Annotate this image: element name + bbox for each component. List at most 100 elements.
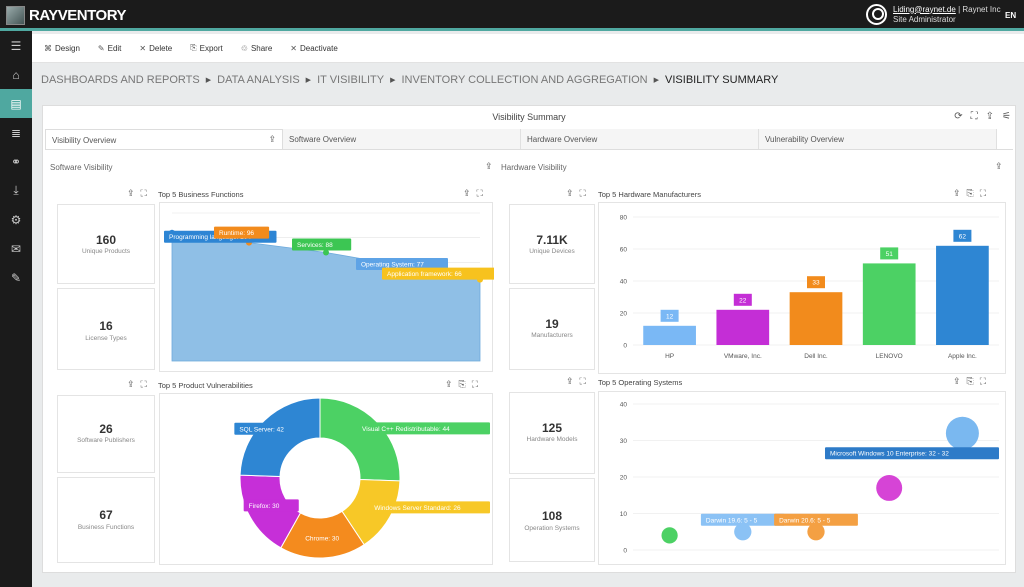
bubble-data-label: Darwin 20.6: 5 - 5 — [779, 517, 831, 524]
dashboard-icon[interactable]: ▤ — [0, 89, 32, 118]
kpi-manufacturers[interactable]: 19 Manufacturers — [509, 288, 595, 370]
expand-icon[interactable]: ⛶ — [476, 188, 483, 198]
area-data-label-bg — [214, 226, 270, 239]
visibility-summary-panel: Visibility Summary ⟳ ⛶ ⇪ ⚟ Visibility Ov… — [42, 105, 1016, 573]
copy-icon[interactable]: ⎘ — [966, 188, 974, 198]
area-data-label: Application framework: 66 — [387, 271, 462, 278]
area-data-label: Runtime: 96 — [219, 230, 254, 237]
bar-data-label: 22 — [739, 297, 747, 304]
share-icon[interactable]: ⇪ — [953, 188, 961, 198]
hardware-visibility-label: Hardware Visibility — [501, 163, 567, 172]
kpi-unique-devices[interactable]: 7.11K Unique Devices — [509, 204, 595, 284]
share-icon[interactable]: ⇪ — [566, 376, 574, 386]
bar-data-label-bg — [807, 276, 825, 289]
user-settings-icon[interactable]: ⚙ — [10, 212, 22, 227]
file-edit-icon[interactable]: ✎ — [10, 270, 22, 285]
share-icon[interactable]: ⇪ — [995, 161, 1003, 171]
donut-data-label-bg — [300, 531, 352, 544]
share-icon[interactable]: ⇪ — [268, 134, 276, 144]
share-icon[interactable]: ⇪ — [566, 188, 574, 198]
expand-icon[interactable]: ⛶ — [979, 188, 987, 198]
deactivate-button[interactable]: ✕ Deactivate — [290, 43, 338, 53]
design-button[interactable]: ⌘ Design — [44, 43, 80, 53]
export-icon[interactable]: ⇪ — [985, 111, 995, 122]
share-icon[interactable]: ⇪ — [127, 188, 135, 198]
bubble-data-label-bg — [774, 513, 858, 526]
top-bar: RAYVENTORY Liding@raynet.de | Raynet Inc… — [0, 0, 1024, 31]
breadcrumb-dashboards[interactable]: DASHBOARDS AND REPORTS — [41, 74, 200, 86]
fullscreen-icon[interactable]: ⛶ — [970, 111, 978, 122]
donut-data-label: Firefox: 30 — [249, 503, 280, 510]
expand-icon[interactable]: ⛶ — [579, 188, 586, 198]
kpi-business-functions[interactable]: 67 Business Functions — [57, 477, 155, 563]
home-icon[interactable]: ⌂ — [12, 67, 20, 82]
filter-icon[interactable]: ⚟ — [1002, 111, 1011, 122]
app-logo[interactable]: RAYVENTORY — [6, 6, 126, 25]
share-button[interactable]: ♲ Share — [240, 43, 273, 53]
kpi-license-types[interactable]: 16 License Types — [57, 288, 155, 370]
share-icon[interactable]: ⇪ — [485, 161, 493, 171]
breadcrumb-inventory[interactable]: INVENTORY COLLECTION AND AGGREGATION — [401, 74, 648, 86]
bubble — [661, 527, 678, 544]
x-tick-label: HP — [665, 353, 674, 360]
expand-icon[interactable]: ⛶ — [579, 376, 586, 386]
top-accent-line — [0, 28, 1024, 31]
expand-icon[interactable]: ⛶ — [979, 376, 987, 386]
export-button[interactable]: ⎘ Export — [190, 43, 223, 53]
donut-data-label-bg — [369, 501, 490, 514]
delete-icon: ✕ — [139, 43, 147, 53]
kpi-hardware-models[interactable]: 125 Hardware Models — [509, 392, 595, 474]
breadcrumb-it-visibility[interactable]: IT VISIBILITY — [317, 74, 385, 86]
link-icon[interactable]: ⚭ — [10, 154, 22, 169]
kpi-software-publishers[interactable]: 26 Software Publishers — [57, 395, 155, 473]
share-icon[interactable]: ⇪ — [127, 379, 135, 389]
kpi-unique-products[interactable]: 160 Unique Products — [57, 204, 155, 284]
donut-data-label-bg — [243, 499, 299, 512]
share-icon[interactable]: ⇪ — [463, 188, 471, 198]
mail-icon[interactable]: ✉ — [10, 241, 22, 256]
user-menu[interactable]: Liding@raynet.de | Raynet Inc Site Admin… — [866, 4, 1001, 25]
bubble-data-label-bg — [700, 513, 785, 526]
expand-icon[interactable]: ⛶ — [140, 379, 147, 389]
kpi-operation-systems[interactable]: 108 Operation Systems — [509, 478, 595, 562]
tab-software-overview[interactable]: Software Overview — [283, 129, 521, 149]
bar-data-label: 62 — [959, 233, 967, 240]
delete-button[interactable]: ✕ Delete — [139, 43, 173, 53]
bar-data-label: 51 — [886, 251, 894, 258]
refresh-icon[interactable]: ⟳ — [954, 111, 963, 122]
copy-icon[interactable]: ⎘ — [966, 376, 974, 386]
bar-data-label: 12 — [666, 313, 674, 320]
bar-data-label-bg — [733, 293, 752, 306]
expand-icon[interactable]: ⛶ — [140, 188, 147, 198]
y-tick-label: 60 — [620, 247, 628, 254]
area-data-label: Operating System: 77 — [361, 262, 424, 269]
list-icon[interactable]: ≣ — [10, 125, 22, 140]
download-icon[interactable]: ⤓ — [13, 183, 19, 197]
edit-button[interactable]: ✎ Edit — [97, 43, 122, 53]
language-switch[interactable]: EN — [1005, 11, 1017, 20]
breadcrumb-data-analysis[interactable]: DATA ANALYSIS — [217, 74, 300, 86]
left-rail: ☰ ⌂ ▤ ≣ ⚭ ⤓ ⚙ ✉ ✎ — [0, 31, 32, 587]
user-avatar-icon — [866, 4, 887, 25]
hardware-manufacturers-title: Top 5 Hardware Manufacturers — [598, 190, 701, 199]
area-data-label-bg — [356, 258, 448, 271]
user-email[interactable]: Liding@raynet.de — [893, 4, 956, 14]
share-icon[interactable]: ⇪ — [445, 379, 453, 389]
donut-data-label-bg — [234, 422, 302, 435]
x-tick-label: LENOVO — [876, 353, 903, 360]
donut-chart-svg: Visual C++ Redistributable: 44 Windows Se… — [234, 397, 490, 559]
donut-slice — [319, 397, 401, 482]
breadcrumb-current: VISIBILITY SUMMARY — [665, 74, 779, 86]
area-data-label: Services: 88 — [297, 242, 333, 249]
tab-hardware-overview[interactable]: Hardware Overview — [521, 129, 759, 149]
menu-icon[interactable]: ☰ — [10, 38, 22, 53]
donut-data-label: Windows Server Standard: 26 — [374, 505, 461, 512]
bubble-data-label: Darwin 19.6: 5 - 5 — [706, 517, 758, 524]
expand-icon[interactable]: ⛶ — [471, 379, 479, 389]
tab-visibility-overview[interactable]: Visibility Overview ⇪ — [45, 129, 283, 149]
share-icon[interactable]: ⇪ — [953, 376, 961, 386]
donut-data-label-bg — [357, 422, 490, 435]
tab-vulnerability-overview[interactable]: Vulnerability Overview — [759, 129, 997, 149]
copy-icon[interactable]: ⎘ — [458, 379, 466, 389]
